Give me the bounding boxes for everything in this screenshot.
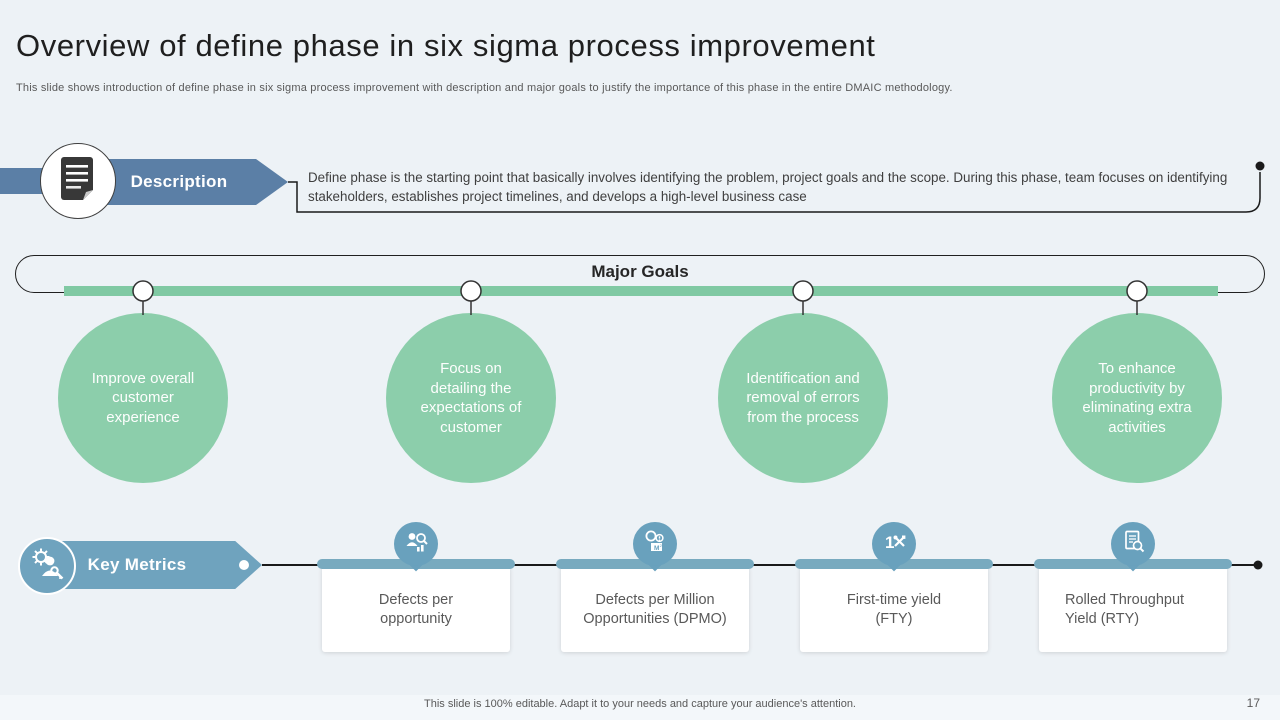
description-banner: Description	[100, 159, 288, 205]
metric-pin	[394, 522, 438, 566]
metric-label: First-time yield (FTY)	[846, 592, 942, 627]
footer-note: This slide is 100% editable. Adapt it to…	[424, 698, 856, 710]
goal-text: To enhance productivity by eliminating e…	[1082, 360, 1192, 436]
svg-text:1: 1	[885, 533, 894, 552]
million-defects-icon: M 2	[643, 529, 668, 559]
key-metrics-banner-label: Key Metrics	[87, 555, 187, 574]
metric-pin	[1111, 522, 1155, 566]
page-subtitle: This slide shows introduction of define …	[16, 82, 953, 94]
major-goals-title: Major Goals	[591, 262, 689, 281]
goal-circle: Identification and removal of errors fro…	[718, 313, 888, 483]
svg-text:M: M	[654, 545, 659, 552]
metric-card: First-time yield (FTY)	[800, 566, 988, 652]
metric-card: Defects per opportunity	[322, 566, 510, 652]
goal-text: Identification and removal of errors fro…	[746, 369, 860, 426]
key-metrics-icon-badge	[18, 537, 76, 595]
metric-label: Rolled Throughput Yield (RTY)	[1065, 592, 1185, 627]
goal-circle: To enhance productivity by eliminating e…	[1052, 313, 1222, 483]
page-number: 17	[1246, 696, 1260, 710]
metric-pin: M 2	[633, 522, 677, 566]
report-magnifier-icon	[1121, 529, 1146, 559]
first-time-tools-icon: 1	[882, 529, 907, 559]
goal-circle: Improve overall customer experience	[58, 313, 228, 483]
metric-label: Defects per Million Opportunities (DPMO)	[583, 592, 727, 627]
metric-card: Defects per Million Opportunities (DPMO)	[561, 566, 749, 652]
person-gear-key-icon	[29, 546, 65, 587]
svg-text:2: 2	[659, 543, 662, 548]
description-icon-badge	[40, 143, 116, 219]
key-metrics-banner-dot	[239, 560, 249, 570]
major-goals-timeline-bar	[64, 286, 1218, 296]
document-icon	[60, 156, 96, 207]
description-banner-label: Description	[130, 172, 228, 191]
metric-pin: 1	[872, 522, 916, 566]
key-metrics-connector-line	[262, 564, 1260, 566]
metric-card: Rolled Throughput Yield (RTY)	[1039, 566, 1227, 652]
page-title: Overview of define phase in six sigma pr…	[16, 28, 876, 63]
footer-band	[0, 695, 1280, 720]
metric-label: Defects per opportunity	[378, 592, 454, 627]
goal-text: Improve overall customer experience	[91, 369, 195, 426]
description-text: Define phase is the starting point that …	[308, 170, 1228, 204]
goal-text: Focus on detailing the expectations of c…	[420, 360, 522, 436]
goal-circle: Focus on detailing the expectations of c…	[386, 313, 556, 483]
person-magnifier-chart-icon	[404, 529, 429, 559]
key-metrics-banner: Key Metrics	[56, 541, 262, 589]
